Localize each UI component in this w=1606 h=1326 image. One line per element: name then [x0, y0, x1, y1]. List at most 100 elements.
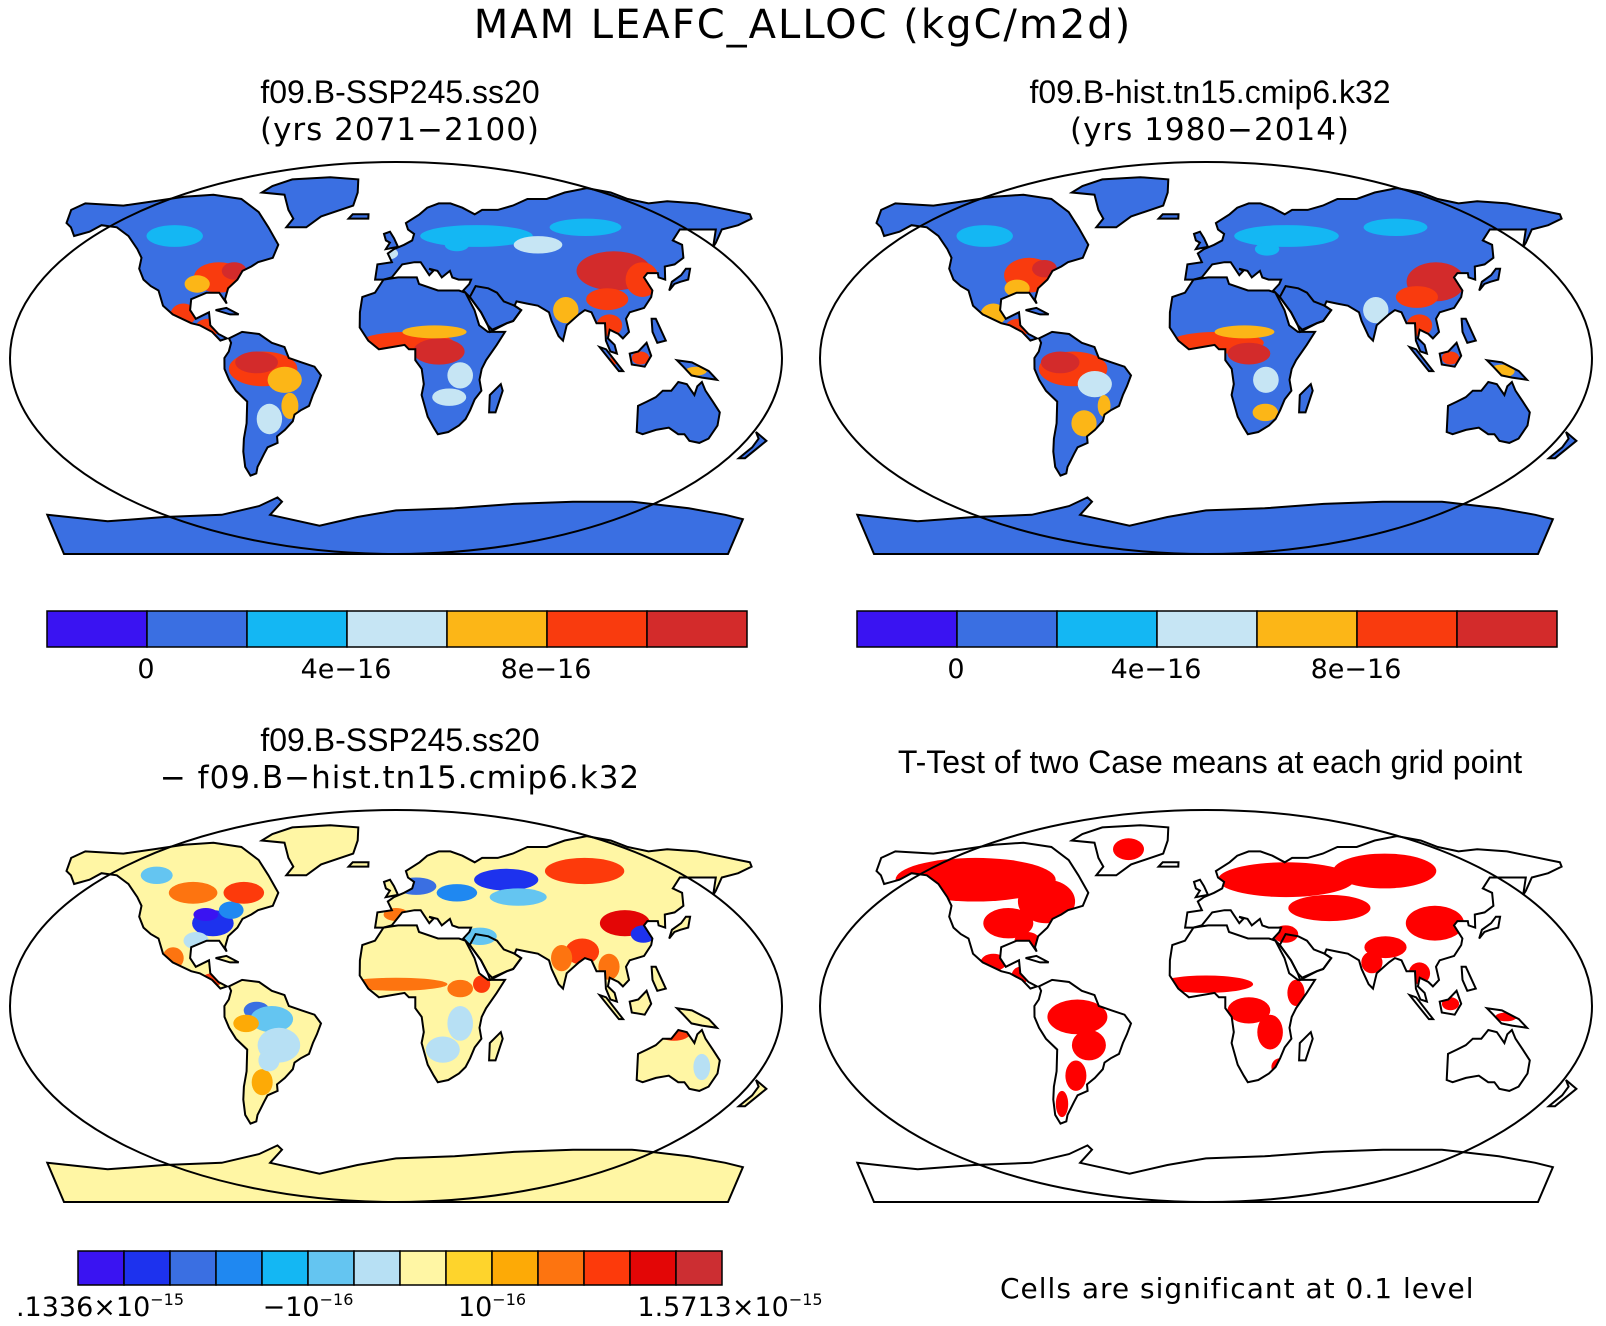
- data-region: [344, 977, 448, 991]
- panel-4-title-block: T-Test of two Case means at each grid po…: [820, 744, 1600, 780]
- data-region: [1097, 395, 1111, 417]
- coastline: [735, 431, 768, 460]
- data-region: [251, 1069, 273, 1096]
- colorbar-swatch: [261, 1250, 309, 1286]
- coastline: [1406, 345, 1436, 373]
- coastline: [1033, 330, 1133, 477]
- colorbar-swatch: [491, 1250, 539, 1286]
- coastline: [735, 1079, 768, 1108]
- land-japan: [669, 268, 691, 291]
- data-region: [1252, 403, 1278, 422]
- coastline: [1025, 306, 1050, 316]
- colorbar-swatch: [1056, 610, 1158, 648]
- data-region: [425, 1036, 460, 1063]
- coastline: [346, 861, 370, 868]
- panel-4-map: [816, 806, 1596, 1211]
- data-region: [565, 938, 600, 965]
- coastline: [382, 230, 400, 251]
- land-japan: [1479, 268, 1501, 291]
- colorbar-label-base: 10: [457, 1292, 493, 1323]
- coastline: [1156, 213, 1180, 220]
- colorbar-label-exponent: −15: [788, 1290, 823, 1309]
- land-northAmerica: [66, 842, 279, 989]
- coastline: [223, 330, 323, 477]
- coastline: [650, 317, 668, 344]
- data-region: [447, 979, 474, 998]
- colorbar-swatch: [675, 1250, 723, 1286]
- panel-1-map: [6, 158, 786, 563]
- data-region: [1363, 297, 1389, 324]
- panel-3-colorbar-label: 10−16: [458, 1290, 526, 1323]
- significant-region: [1287, 979, 1305, 1006]
- data-region: [1071, 410, 1097, 437]
- land-britain: [384, 231, 398, 250]
- data-region: [1227, 342, 1271, 365]
- data-region: [1234, 225, 1339, 247]
- coastline: [1168, 276, 1317, 436]
- coastline: [1192, 878, 1210, 899]
- coastline: [1438, 988, 1463, 1016]
- colorbar-label-exponent: −15: [150, 1290, 185, 1309]
- land-madagascar: [489, 1032, 503, 1061]
- colorbar-swatch: [307, 1250, 355, 1286]
- data-region: [402, 325, 467, 339]
- coastline: [1478, 267, 1502, 292]
- coastline: [1298, 382, 1314, 414]
- land-antarctica: [857, 497, 1553, 554]
- coastline: [1478, 915, 1502, 940]
- data-region: [1441, 351, 1460, 365]
- panel-3-title-block: f09.B-SSP245.ss20 − f09.B−hist.tn15.cmip…: [60, 722, 740, 798]
- significant-region: [1055, 1090, 1069, 1118]
- data-region: [235, 351, 278, 374]
- map-border: [9, 809, 783, 1203]
- land-northAmerica: [876, 194, 1089, 341]
- data-region: [267, 366, 302, 393]
- land-antarctica: [47, 1145, 743, 1202]
- land-madagascar: [1299, 1032, 1313, 1061]
- world-map-svg: [819, 161, 1593, 555]
- panel-3-subtitle: − f09.B−hist.tn15.cmip6.k32: [159, 760, 641, 796]
- data-region: [258, 1049, 280, 1072]
- land-greenland: [1071, 177, 1169, 228]
- data-region: [168, 881, 218, 904]
- coastline: [674, 1006, 720, 1030]
- land-northAmerica: [66, 194, 279, 341]
- coastline: [1406, 993, 1436, 1021]
- data-region: [256, 403, 283, 435]
- significant-region: [1113, 838, 1144, 861]
- land-layer: [857, 825, 1577, 1202]
- colorbar-swatch: [77, 1250, 125, 1286]
- land-australia: [636, 382, 720, 443]
- colorbar-label-base: 1.5713×10: [637, 1292, 789, 1323]
- colorbar-swatch: [1356, 610, 1458, 648]
- data-region: [281, 392, 299, 419]
- land-madagascar: [489, 384, 503, 413]
- colorbar-swatch: [646, 610, 748, 648]
- panel-1-colorbar-label: 4e−16: [300, 654, 392, 685]
- coastline: [1168, 924, 1317, 1084]
- data-region: [1214, 325, 1275, 339]
- panel-1-colorbar: [46, 610, 748, 653]
- data-region: [1254, 242, 1280, 256]
- land-arabia: [1279, 286, 1332, 330]
- coastline: [1278, 932, 1333, 979]
- land-eurasia: [375, 836, 752, 1002]
- colorbar-swatch: [537, 1250, 585, 1286]
- coastline: [468, 284, 523, 331]
- land-australia: [1446, 382, 1530, 443]
- colorbar-svg: [856, 610, 1558, 648]
- coastline: [650, 965, 668, 992]
- world-map-svg: [819, 809, 1593, 1203]
- land-iceland: [1158, 862, 1179, 867]
- panel-1-title-block: f09.B-SSP245.ss20 (yrs 2071−2100): [60, 74, 740, 150]
- data-region: [544, 857, 625, 885]
- coastline: [855, 496, 1555, 555]
- coastline: [635, 380, 721, 444]
- land-africa: [359, 925, 505, 1083]
- panel-2-colorbar-label: 0: [947, 654, 965, 685]
- land-japan: [669, 916, 691, 939]
- colorbar-swatch: [446, 610, 548, 648]
- panel-1-colorbar-label: 0: [137, 654, 155, 685]
- coastline: [358, 276, 507, 436]
- data-region: [193, 908, 219, 921]
